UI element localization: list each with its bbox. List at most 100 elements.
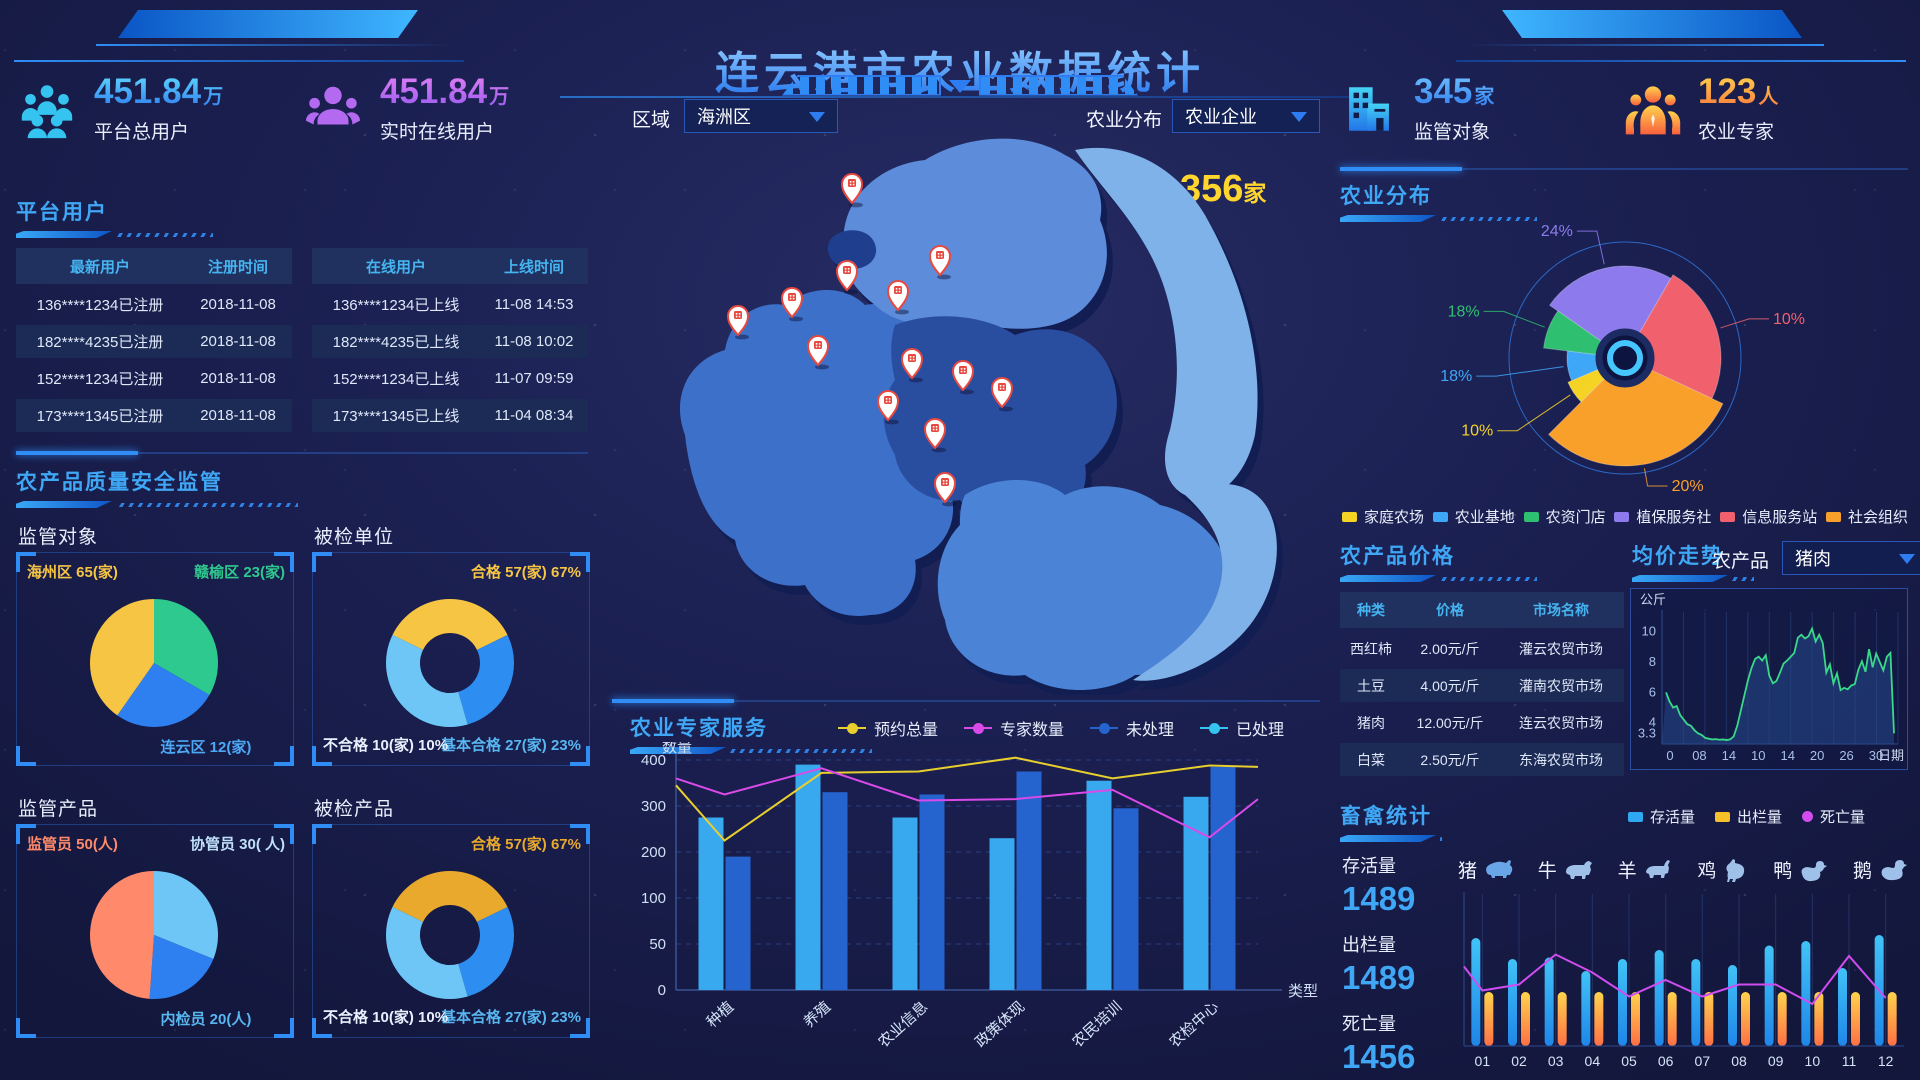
animal-cow[interactable]: 牛 (1538, 856, 1593, 883)
bar[interactable] (892, 817, 918, 991)
agri-distribution-rose-chart[interactable]: 24% 10% 20% 10% 18% 18% (1345, 212, 1905, 500)
bar[interactable] (1183, 796, 1209, 990)
legend-item[interactable]: 信息服务站 (1720, 506, 1817, 527)
survive-bar[interactable] (1471, 938, 1481, 1046)
map-pin[interactable] (990, 377, 1014, 412)
map-pin[interactable] (928, 245, 952, 280)
pie-slice[interactable] (386, 906, 468, 999)
legend-item[interactable]: 农资门店 (1523, 506, 1606, 527)
bar[interactable] (795, 764, 821, 990)
pie-slice[interactable] (392, 599, 508, 650)
legend-item[interactable]: 出栏量 (1715, 806, 1782, 827)
pie-slice[interactable] (89, 599, 154, 716)
pie-slice[interactable] (458, 906, 514, 997)
slaughter-bar[interactable] (1851, 992, 1860, 1046)
bar[interactable] (919, 794, 945, 991)
legend-item[interactable]: 社会组织 (1825, 506, 1908, 527)
pie-regulated-objects[interactable]: 海州区 65(家) 赣榆区 23(家) 连云区 12(家) (16, 552, 294, 766)
total-users-value: 451.84 (94, 72, 202, 111)
slaughter-bar[interactable] (1704, 992, 1714, 1046)
survive-bar[interactable] (1508, 959, 1517, 1046)
survive-bar[interactable] (1728, 965, 1737, 1046)
legend-item[interactable]: 存活量 (1628, 806, 1695, 827)
legend-item[interactable]: 专家数量 (964, 716, 1064, 740)
bar[interactable] (1016, 771, 1042, 991)
bar[interactable] (1113, 808, 1139, 990)
pie-slice[interactable] (117, 663, 210, 727)
slaughter-bar[interactable] (1631, 992, 1640, 1046)
donut-inspected-products[interactable]: 合格 57(家) 67% 基本合格 27(家) 23% 不合格 10(家) 10% (312, 824, 590, 1038)
pie-regulated-products[interactable]: 监管员 50(人) 协管员 30( 人) 内检员 20(人) (16, 824, 294, 1038)
legend-item[interactable]: 家庭农场 (1342, 506, 1424, 527)
legend-item[interactable]: 死亡量 (1802, 806, 1865, 827)
survive-bar[interactable] (1544, 957, 1554, 1047)
survive-bar[interactable] (1801, 941, 1811, 1046)
bar[interactable] (989, 838, 1015, 990)
survive-bar[interactable] (1581, 971, 1591, 1046)
survive-bar[interactable] (1618, 959, 1627, 1046)
slaughter-bar[interactable] (1667, 992, 1677, 1046)
survive-bar[interactable] (1691, 959, 1701, 1046)
slaughter-bar[interactable] (1484, 992, 1494, 1046)
bar[interactable] (698, 817, 724, 991)
map-pin[interactable] (900, 348, 924, 383)
price-line[interactable] (1665, 626, 1895, 741)
map-pin[interactable] (806, 335, 830, 370)
animal-goose[interactable]: 鹅 (1853, 856, 1908, 883)
map-pin[interactable] (923, 418, 947, 453)
pie-slice[interactable] (458, 634, 514, 725)
survive-bar[interactable] (1654, 950, 1664, 1046)
pie-slice[interactable] (89, 871, 154, 999)
animal-chicken[interactable]: 鸡 (1697, 856, 1748, 883)
slaughter-bar[interactable] (1777, 992, 1787, 1046)
survive-bar[interactable] (1764, 945, 1774, 1047)
map-pin[interactable] (726, 305, 750, 340)
bar[interactable] (725, 856, 751, 990)
map-pin[interactable] (780, 287, 804, 322)
donut-inspected-units[interactable]: 合格 57(家) 67% 基本合格 27(家) 23% 不合格 10(家) 10% (312, 552, 590, 766)
legend-item[interactable]: 已处理 (1200, 716, 1284, 740)
map-pin[interactable] (876, 390, 900, 425)
svg-text:400: 400 (641, 752, 666, 769)
pie-slice[interactable] (154, 871, 219, 959)
slaughter-bar[interactable] (1521, 992, 1530, 1046)
legend-item[interactable]: 未处理 (1090, 716, 1174, 740)
animal-duck[interactable]: 鸭 (1773, 856, 1828, 883)
animal-goat[interactable]: 羊 (1618, 856, 1673, 883)
distribution-select[interactable]: 农业企业 (1172, 99, 1320, 133)
slaughter-bar[interactable] (1814, 992, 1824, 1046)
regulated-count-label: 监管对象 (1414, 122, 1491, 143)
line-series[interactable] (675, 756, 1259, 842)
legend-item[interactable]: 农业基地 (1432, 506, 1515, 527)
slaughter-bar[interactable] (1594, 992, 1604, 1046)
map-pin[interactable] (840, 173, 864, 208)
legend-item[interactable]: 植保服务社 (1614, 506, 1711, 527)
trend-product-select[interactable]: 猪肉 (1782, 541, 1920, 575)
map-pin[interactable] (835, 260, 859, 295)
bar[interactable] (1210, 766, 1236, 990)
region-select[interactable]: 海洲区 (684, 99, 838, 133)
bar[interactable] (822, 792, 848, 990)
pie-slice[interactable] (392, 871, 508, 922)
line-series[interactable] (675, 767, 1259, 839)
animal-pig[interactable]: 猪 (1458, 856, 1513, 883)
pie-slice[interactable] (154, 599, 219, 695)
region-map[interactable] (645, 135, 1335, 695)
bar[interactable] (1086, 780, 1112, 990)
rose-slice[interactable] (1548, 265, 1672, 359)
livestock-chart[interactable]: 01 02 03 04 05 06 07 08 09 10 11 12 (1456, 888, 1908, 1074)
death-line[interactable] (1463, 953, 1887, 1006)
pie-slice[interactable] (149, 935, 214, 999)
rose-slice[interactable] (1547, 357, 1724, 467)
slaughter-bar[interactable] (1741, 992, 1750, 1046)
slaughter-bar[interactable] (1557, 992, 1567, 1046)
slaughter-bar[interactable] (1887, 992, 1897, 1046)
survive-bar[interactable] (1838, 968, 1847, 1046)
map-pin[interactable] (886, 280, 910, 315)
pie-slice[interactable] (386, 634, 468, 727)
map-pin[interactable] (951, 360, 975, 395)
map-pin[interactable] (933, 472, 957, 507)
legend-item[interactable]: 预约总量 (838, 716, 938, 740)
